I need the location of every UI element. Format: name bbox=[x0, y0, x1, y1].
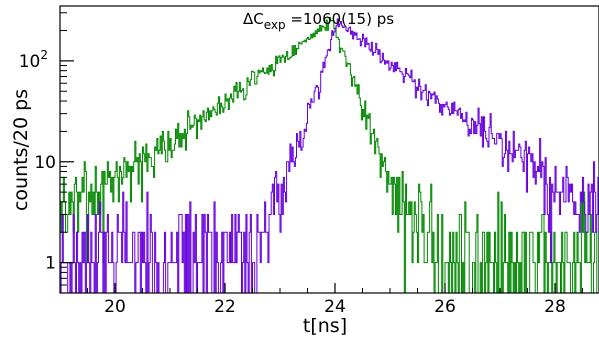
series-1-histogram bbox=[60, 17, 599, 293]
x-axis: 20 22 24 26 28 bbox=[59, 283, 583, 317]
x-tick-label: 22 bbox=[214, 297, 236, 317]
x-axis-title: t[ns] bbox=[303, 315, 347, 337]
annotation: ΔCexp =1060(15) ps bbox=[243, 10, 394, 32]
plot-frame bbox=[59, 5, 599, 294]
series-2-histogram bbox=[60, 18, 599, 293]
y-tick-label: 102 bbox=[19, 48, 48, 72]
annotation-rest: =1060(15) ps bbox=[286, 10, 395, 28]
y-axis-title: counts/20 ps bbox=[10, 89, 32, 211]
x-tick-label: 28 bbox=[544, 297, 566, 317]
annotation-base: ΔC bbox=[243, 10, 264, 28]
x-tick-label: 20 bbox=[104, 297, 126, 317]
x-tick-label: 24 bbox=[324, 297, 346, 317]
y-tick-label: 10 bbox=[34, 153, 56, 173]
annotation-sub: exp bbox=[264, 18, 286, 32]
y-axis: 1 10 102 bbox=[19, 12, 74, 286]
y-tick-label: 1 bbox=[45, 254, 56, 274]
x-tick-label: 26 bbox=[434, 297, 456, 317]
series-layer bbox=[60, 17, 599, 293]
